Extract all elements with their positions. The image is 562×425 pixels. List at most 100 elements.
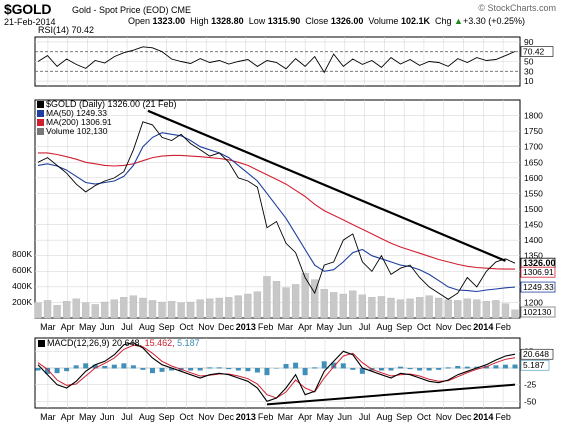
macd-histogram-bar <box>407 368 413 370</box>
volume-bar <box>263 276 271 319</box>
macd-value-label: 20.648 <box>523 349 549 359</box>
volume-bar <box>387 297 395 319</box>
rsi-tick-label: 30 <box>524 66 534 76</box>
x-axis-label: Oct <box>417 322 432 332</box>
x-axis-label: Dec <box>456 412 473 422</box>
volume-bar <box>492 300 500 319</box>
macd-histogram-bar <box>130 365 136 369</box>
volume-bar <box>148 300 157 319</box>
volume-bar <box>177 302 185 319</box>
macd-histogram-bar <box>493 365 499 369</box>
macd-histogram-bar <box>207 367 213 369</box>
x-axis-label: Aug <box>139 412 155 422</box>
x-axis-label: Apr <box>298 322 312 332</box>
x-axis-label: Oct <box>179 412 194 422</box>
macd-histogram-bar <box>388 368 394 371</box>
volume-bar <box>72 298 80 319</box>
x-axis-label: Mar <box>40 412 56 422</box>
rsi-tick-label: 50 <box>524 57 534 67</box>
chg-value: +3.30 (+0.25%) <box>462 16 525 26</box>
x-axis-label: Feb <box>258 322 274 332</box>
x-axis-label: Dec <box>218 322 235 332</box>
x-axis-label: Aug <box>376 412 392 422</box>
macd-divergence-line <box>266 383 516 406</box>
macd-histogram-bar <box>293 362 299 369</box>
x-axis-label: 2013 <box>236 412 256 422</box>
x-axis-label: Dec <box>456 322 473 332</box>
volume-bar <box>91 304 99 319</box>
rsi-tick-label: 90 <box>524 37 534 47</box>
macd-histogram-bar <box>45 368 51 374</box>
macd-histogram-bar <box>436 368 442 370</box>
macd-histogram-bar <box>512 364 518 369</box>
macd-histogram-bar <box>445 367 451 369</box>
volume-bar <box>415 297 424 319</box>
rsi-value-box <box>520 46 554 57</box>
macd-histogram-bar <box>197 368 203 371</box>
volume-bar <box>215 297 223 319</box>
ma200-legend-swatch <box>37 119 44 126</box>
macd-histogram-bar <box>312 367 318 369</box>
volume-bar <box>234 295 242 319</box>
volume-bar <box>339 293 347 319</box>
macd-histogram-bar <box>302 368 308 376</box>
volume-value-box <box>520 306 556 318</box>
macd-histogram-bar <box>73 365 79 369</box>
ma200-legend: MA(200) 1306.91 <box>46 117 112 127</box>
x-axis-label: Oct <box>179 322 194 332</box>
x-axis-label: May <box>79 412 97 422</box>
ma50-legend: MA(50) 1249.33 <box>46 108 107 118</box>
rsi-line <box>37 46 516 74</box>
volume-bar <box>225 297 233 319</box>
macd-histogram-bar <box>83 363 89 369</box>
ohlc-summary: Open 1323.00 High 1328.80 Low 1315.90 Cl… <box>128 16 525 26</box>
macd-histogram-bar <box>121 363 127 369</box>
x-axis-label: May <box>316 412 334 422</box>
macd-histogram-bar <box>359 368 365 374</box>
macd-hist-value-label: 5.187 <box>523 360 545 370</box>
price-tick-label: 1400 <box>524 235 543 245</box>
macd-tick-label: -25 <box>524 380 537 390</box>
macd-histogram-bar <box>54 368 60 374</box>
macd-tick-label: -50 <box>524 396 537 406</box>
low-value: 1315.90 <box>267 16 301 26</box>
x-axis-label: Feb <box>495 412 511 422</box>
x-axis-label: Feb <box>258 412 274 422</box>
x-axis-label: Mar <box>278 412 294 422</box>
x-axis-label: Oct <box>417 412 432 422</box>
x-axis-label: May <box>79 322 97 332</box>
price-tick-label: 1550 <box>524 188 543 198</box>
x-axis-label: Jul <box>121 412 133 422</box>
volume-bar <box>473 299 481 319</box>
price-tick-label: 1500 <box>524 204 543 214</box>
volume-tick-label: 400K <box>12 281 32 291</box>
volume-bar <box>501 303 510 319</box>
volume-label: Volume <box>368 16 399 26</box>
price-tick-label: 1350 <box>524 251 543 261</box>
volume-tick-label: 600K <box>12 265 32 275</box>
macd-histogram-bar <box>283 364 289 369</box>
volume-bar <box>358 294 367 319</box>
ma50-value-box <box>520 281 556 293</box>
volume-bar <box>120 297 128 319</box>
x-axis-label: Sep <box>159 412 175 422</box>
ma50-line <box>37 132 516 293</box>
macd-histogram-bar <box>111 364 117 369</box>
x-axis-label: Jun <box>338 322 353 332</box>
x-axis-label: Feb <box>495 322 511 332</box>
x-axis-label: Nov <box>198 412 215 422</box>
x-axis-label: Sep <box>159 322 175 332</box>
volume-bar <box>244 293 252 319</box>
macd-histogram-bar <box>417 368 423 371</box>
macd-histogram-bar <box>245 368 251 372</box>
volume-bar <box>282 287 290 319</box>
x-axis-label: Jul <box>359 322 371 332</box>
price-tick-label: 1700 <box>524 142 543 152</box>
ma200-value-box <box>520 266 556 278</box>
macd-hist-value-box <box>520 359 550 371</box>
exchange-label: CME <box>171 5 192 15</box>
volume-bar <box>311 279 319 319</box>
rsi-value-label: 70.42 <box>523 46 545 56</box>
macd-line <box>37 342 516 402</box>
volume-legend-swatch <box>37 128 44 135</box>
